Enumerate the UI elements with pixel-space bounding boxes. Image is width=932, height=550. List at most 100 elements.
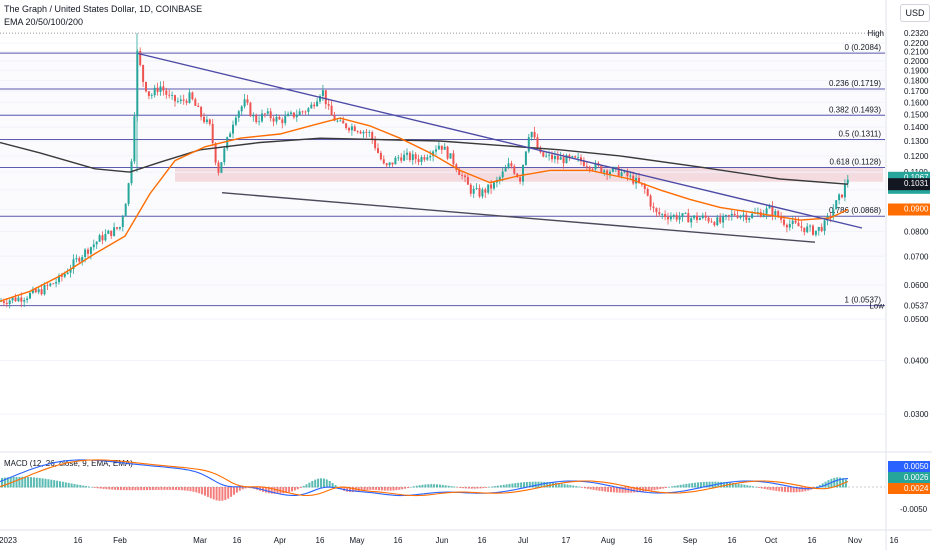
candle-body — [533, 132, 536, 138]
candle-body — [188, 92, 191, 103]
candle-body — [429, 156, 432, 158]
macd-bar — [24, 476, 27, 488]
macd-bar — [230, 487, 233, 497]
candle-body — [342, 120, 345, 124]
candle-body — [507, 163, 510, 169]
candle-body — [26, 298, 29, 301]
price-tick: 0.0800 — [904, 227, 929, 236]
macd-bar — [728, 482, 731, 488]
candle-body — [153, 87, 156, 96]
candle-body — [719, 217, 722, 223]
candle-body — [43, 284, 46, 295]
macd-bar — [685, 483, 688, 488]
candle-body — [98, 235, 101, 242]
macd-bar — [160, 487, 163, 490]
candle-body — [423, 157, 426, 160]
macd-bar — [177, 487, 180, 491]
candle-body — [58, 275, 60, 283]
candle-body — [394, 157, 397, 165]
macd-bar — [93, 487, 96, 488]
macd-bar — [523, 482, 525, 488]
macd-bar — [821, 483, 824, 488]
macd-bar — [844, 479, 847, 488]
candle-body — [765, 208, 768, 214]
macd-bar — [61, 481, 64, 488]
currency-button[interactable]: USD — [900, 4, 930, 22]
candle-body — [113, 227, 116, 236]
candle-body — [449, 153, 452, 159]
candle-body — [687, 213, 690, 223]
macd-bar — [369, 487, 372, 490]
candle-body — [359, 131, 362, 134]
candle-body — [34, 289, 37, 293]
fib-levels: 0 (0.2084) 0.236 (0.1719) 0.382 (0.1493) 0.… — [0, 32, 885, 307]
candle-body — [214, 143, 217, 163]
macd-bar — [598, 487, 601, 491]
price-tick: 0.1500 — [904, 110, 929, 119]
macd-bar — [830, 478, 833, 488]
macd-bar — [514, 483, 517, 488]
fib-label: 0.786 (0.0868) — [829, 206, 881, 215]
macd-bar — [459, 487, 462, 488]
high-label: High — [868, 29, 884, 38]
macd-bar — [204, 487, 206, 496]
candle-body — [577, 157, 580, 159]
macd-bar — [717, 481, 720, 488]
macd-bar — [64, 482, 67, 488]
candle-body — [841, 194, 843, 198]
candle-body — [661, 214, 664, 215]
macd-bar — [839, 477, 842, 488]
macd-bar — [322, 478, 325, 488]
macd-bar — [766, 487, 769, 490]
macd-bar — [560, 483, 563, 488]
price-tick: 0.0700 — [904, 252, 929, 261]
fib-label: 0.236 (0.1719) — [829, 79, 881, 88]
macd-bar — [586, 487, 589, 489]
candle-body — [414, 154, 417, 160]
candle-body — [49, 283, 52, 286]
macd-bar — [85, 486, 88, 488]
candle-body — [785, 224, 788, 228]
candle-body — [327, 104, 330, 106]
macd-bar — [325, 479, 328, 488]
macd-bar — [108, 487, 111, 490]
candle-body — [527, 137, 530, 152]
macd-bar — [241, 487, 244, 490]
candle-body — [667, 217, 669, 220]
macd-bar — [505, 484, 508, 488]
candle-body — [629, 175, 632, 177]
macd-bar — [801, 487, 804, 492]
time-label: 16 — [890, 536, 899, 545]
candle-body — [20, 297, 23, 302]
candle-body — [226, 137, 229, 149]
macd-bar — [195, 487, 198, 493]
candle-body — [110, 230, 113, 236]
macd-bar — [378, 487, 380, 491]
candle-body — [440, 145, 443, 150]
macd-bar — [731, 483, 734, 488]
price-tick: 0.1700 — [904, 87, 929, 96]
macd-bar — [578, 486, 581, 488]
time-label: 16 — [728, 536, 737, 545]
candle-body — [519, 177, 522, 182]
candle-body — [652, 206, 655, 209]
candle-body — [417, 159, 420, 162]
candle-body — [336, 120, 339, 122]
candle-body — [504, 168, 507, 172]
candle-body — [2, 301, 5, 303]
candle-body — [185, 100, 188, 103]
macd-bar — [102, 487, 105, 489]
chart-title: The Graph / United States Dollar, 1D, CO… — [4, 4, 203, 14]
candle-body — [437, 145, 440, 150]
candle-body — [145, 81, 147, 92]
macd-bar — [691, 483, 694, 488]
candle-body — [501, 171, 504, 178]
macd-bar — [47, 479, 50, 488]
macd-bar — [386, 487, 389, 491]
fib-label: 0.382 (0.1493) — [829, 105, 881, 114]
candle-body — [542, 152, 545, 157]
macd-bar — [670, 486, 673, 488]
price-tick: 0.0600 — [904, 281, 929, 290]
macd-bar — [215, 487, 218, 501]
candle-body — [220, 162, 223, 173]
